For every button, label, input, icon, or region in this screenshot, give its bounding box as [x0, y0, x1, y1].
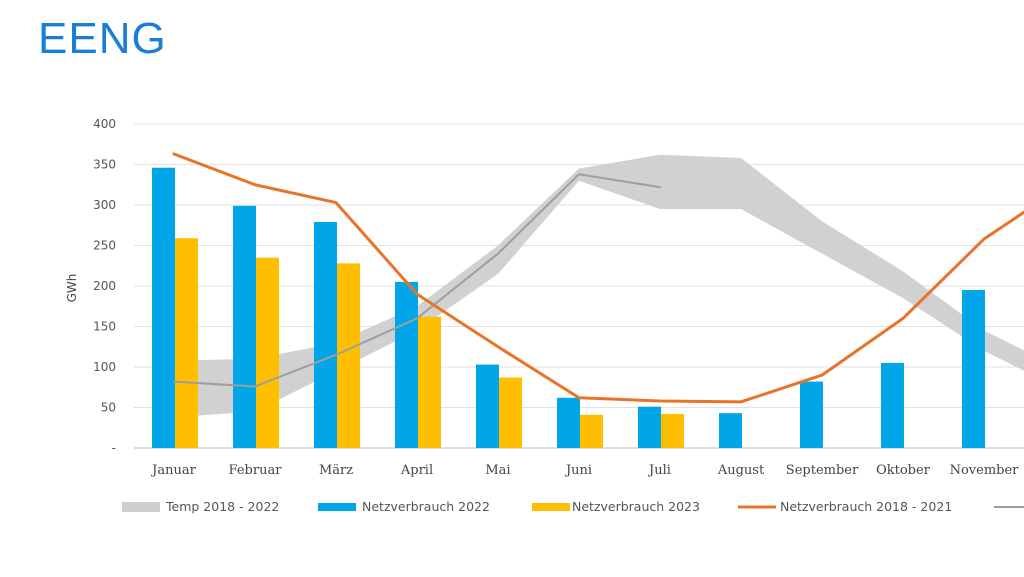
- bar-netzverbrauch-2022: [476, 364, 499, 448]
- x-category-label: Februar: [229, 463, 283, 478]
- bar-netzverbrauch-2022: [800, 381, 823, 448]
- bar-netzverbrauch-2023: [175, 238, 198, 448]
- legend-label: Temp 2018 - 2022: [165, 499, 279, 514]
- bar-netzverbrauch-2023: [661, 413, 684, 448]
- y-tick-label: 300: [93, 198, 116, 212]
- y-tick-label: 400: [93, 117, 116, 131]
- bar-netzverbrauch-2023: [418, 316, 441, 448]
- x-category-label: November: [950, 463, 1020, 478]
- bar-netzverbrauch-2022: [233, 205, 256, 448]
- bar-netzverbrauch-2022: [314, 222, 337, 448]
- bar-netzverbrauch-2023: [256, 257, 279, 448]
- y-tick-labels: - 50 100 150 200 250 300 350 400: [93, 117, 116, 455]
- y-tick-label: 50: [101, 401, 116, 415]
- legend: Temp 2018 - 2022 Netzverbrauch 2022 Netzve…: [122, 499, 1024, 514]
- bar-netzverbrauch-2022: [638, 406, 661, 448]
- y-tick-label: 150: [93, 320, 116, 334]
- x-category-label: Oktober: [876, 463, 931, 478]
- bar-netzverbrauch-2023: [337, 263, 360, 448]
- y-tick-label: -: [112, 441, 116, 455]
- y-tick-label: 350: [93, 158, 116, 172]
- legend-label: Netzverbrauch 2023: [572, 499, 700, 514]
- x-category-label: Juni: [564, 463, 592, 478]
- legend-swatch: [994, 506, 1024, 508]
- bar-netzverbrauch-2022: [719, 413, 742, 448]
- y-axis-label: GWh: [65, 274, 79, 303]
- x-category-label: Januar: [150, 463, 196, 478]
- bar-netzverbrauch-2022: [395, 281, 418, 448]
- bar-netzverbrauch-2023: [580, 414, 603, 448]
- legend-swatch: [122, 502, 160, 512]
- x-category-label: August: [717, 463, 765, 478]
- y-tick-label: 100: [93, 360, 116, 374]
- page-title: EENG: [38, 14, 167, 63]
- temp-band-layer: [174, 154, 1024, 418]
- line-temp-series: [173, 173, 661, 388]
- y-tick-label: 250: [93, 239, 116, 253]
- bar-netzverbrauch-2023: [499, 377, 522, 448]
- x-category-label: September: [786, 463, 859, 478]
- lines-layer: [172, 152, 1024, 404]
- x-category-label: Juli: [647, 463, 671, 478]
- legend-label: Netzverbrauch 2018 - 2021: [780, 499, 952, 514]
- x-category-label: Mai: [485, 463, 510, 478]
- legend-swatch: [738, 505, 776, 509]
- legend-swatch: [318, 503, 356, 511]
- bar-netzverbrauch-2022: [962, 290, 985, 448]
- legend-label: Netzverbrauch 2022: [362, 499, 490, 514]
- bars-layer: [152, 167, 985, 449]
- bar-netzverbrauch-2022: [557, 397, 580, 448]
- bar-netzverbrauch-2022: [881, 362, 904, 448]
- y-tick-label: 200: [93, 279, 116, 293]
- temp-band: [174, 154, 1024, 418]
- x-category-label: April: [400, 463, 433, 478]
- legend-swatch: [532, 503, 570, 511]
- line-netzverbrauch-2018-2021: [172, 152, 1024, 404]
- x-category-label: März: [319, 463, 353, 478]
- bar-netzverbrauch-2022: [152, 167, 175, 449]
- x-category-labels: Januar Februar März April Mai Juni Juli August S…: [150, 463, 1020, 478]
